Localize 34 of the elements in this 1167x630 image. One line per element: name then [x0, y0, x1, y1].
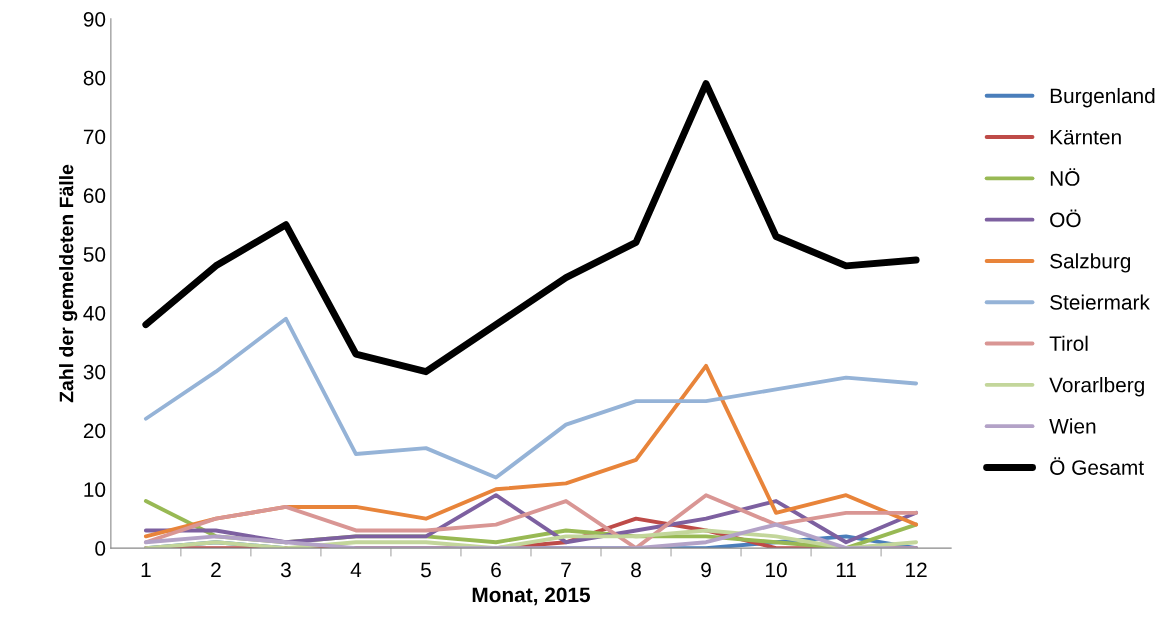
x-axis-title: Monat, 2015: [472, 587, 591, 606]
x-tick-label: 7: [561, 562, 571, 578]
legend-label: Steiermark: [1050, 294, 1150, 310]
x-tick-label: 9: [701, 562, 711, 578]
y-tick-label: 60: [83, 188, 106, 204]
legend-label: Burgenland: [1050, 87, 1155, 108]
y-tick-label: 70: [83, 129, 106, 145]
y-tick-label: 80: [83, 70, 106, 86]
x-tick-label: 2: [211, 562, 221, 578]
y-tick-label: 90: [83, 11, 106, 27]
x-tick-label: 3: [280, 562, 291, 578]
legend-label: Kärnten: [1050, 130, 1121, 145]
y-tick-label: 30: [83, 364, 106, 380]
legend-label: OÖ: [1050, 209, 1081, 228]
legend-label: Ö Gesamt: [1050, 457, 1144, 475]
x-tick-label: 4: [350, 562, 362, 578]
y-tick-label: 40: [83, 305, 106, 321]
y-tick-label: 0: [95, 541, 106, 556]
x-tick-label: 12: [906, 562, 927, 578]
legend-label: Tirol: [1049, 335, 1088, 352]
x-tick-label: 8: [631, 562, 641, 578]
legend-label: Wien: [1049, 418, 1096, 434]
legend-label: Salzburg: [1050, 253, 1131, 273]
legend-label: NÖ: [1050, 168, 1080, 186]
x-tick-label: 1: [141, 562, 151, 578]
y-tick-label: 20: [83, 423, 106, 439]
x-tick-label: 10: [766, 562, 787, 578]
x-tick-label: 5: [421, 562, 431, 578]
y-axis-title: Zahl der gemeldeten Fälle: [59, 164, 78, 403]
x-tick-label: 6: [491, 562, 501, 578]
y-tick-label: 10: [84, 482, 106, 498]
x-tick-label: 11: [836, 562, 856, 578]
legend-label: Vorarlberg: [1049, 377, 1144, 397]
y-tick-label: 50: [83, 247, 106, 262]
